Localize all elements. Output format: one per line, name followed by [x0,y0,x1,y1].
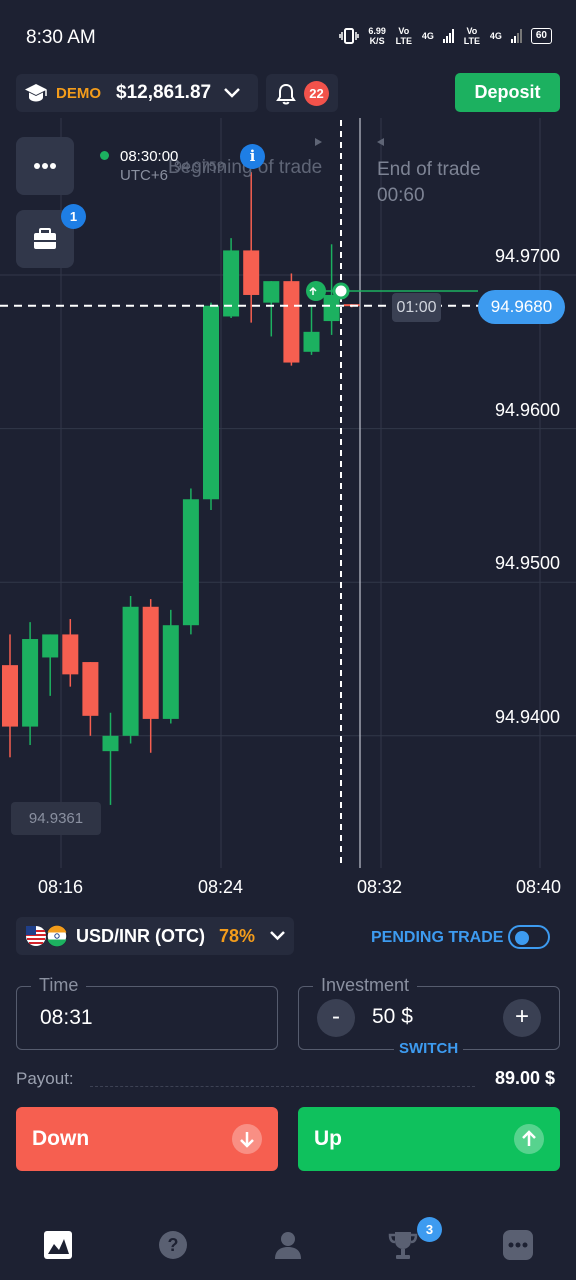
more-options-button[interactable] [16,137,74,195]
candle [203,305,219,500]
pending-trade-toggle[interactable] [508,925,550,949]
increase-investment-button[interactable]: + [503,999,541,1037]
live-dot-icon [100,151,109,160]
candle [42,634,59,658]
lowest-price-tag: 94.9361 [11,802,101,835]
arrow-down-icon [232,1124,262,1154]
current-price-tag: 94.9680 [478,290,565,324]
x-axis-label: 08:32 [357,877,403,897]
asset-payout-percent: 78% [219,926,256,946]
candle [82,662,99,716]
portfolio-button[interactable]: 1 [16,204,86,268]
candle [323,294,340,322]
x-axis-label: 08:40 [516,877,562,897]
marker-left-icon [377,138,384,146]
asset-name: USD/INR (OTC) [76,926,205,946]
candle [182,499,199,626]
candle [223,250,240,317]
candle [102,735,119,752]
more-icon[interactable] [502,1229,534,1261]
countdown-tag: 01:00 [392,293,441,322]
candle [283,281,300,363]
status-bar: 8:30 AM 6.99 K/S Vo LTE 4G Vo LTE 4G 60 [0,0,576,70]
y-axis-label: 94.9600 [495,400,561,420]
sim1-net: 4G [421,31,434,41]
trade-arrow-icon [309,286,317,295]
chevron-down-icon [270,931,285,941]
account-type: DEMO [56,84,101,102]
y-axis-label: 94.9400 [495,707,561,727]
beginning-of-trade-label: Beginning of trade [168,157,323,178]
currency-flags-icon [26,925,68,947]
candle [142,606,159,719]
time-field[interactable]: Time 08:31 [16,975,278,1050]
help-icon[interactable]: ? [157,1229,189,1261]
arrow-up-icon [514,1124,544,1154]
sim2-volte: Vo LTE [463,26,481,46]
account-balance: $12,861.87 [116,82,212,103]
down-button[interactable]: Down [16,1107,278,1171]
y-axis-label: 94.9700 [495,246,561,266]
x-axis-label: 08:24 [198,877,244,897]
investment-field-label: Investment [313,975,418,996]
profile-icon[interactable] [272,1229,304,1261]
trade-start-time: 08:30:00 UTC+6 [100,147,178,185]
switch-button[interactable]: SWITCH [394,1040,464,1057]
network-speed: 6.99 K/S [368,26,386,46]
candle [243,250,260,295]
asset-selector[interactable]: USD/INR (OTC) 78% [16,917,294,955]
notifications-button[interactable]: 22 [266,74,338,112]
investment-field[interactable]: Investment - 50 $ + SWITCH [298,975,560,1057]
candle [22,639,39,727]
briefcase-icon [34,228,56,249]
end-of-trade-label: End of trade 00:60 [377,159,481,206]
candle [122,606,139,736]
time-field-label: Time [31,975,87,996]
up-label: Up [314,1127,342,1150]
deposit-button[interactable]: Deposit [455,73,560,112]
bell-icon [276,83,296,105]
candle [162,625,179,719]
svg-text:?: ? [168,1235,179,1255]
vibrate-icon [339,28,360,44]
payout-label: Payout: [16,1069,74,1088]
ghost-price: 94.9759 [174,158,225,174]
x-axis-label: 08:16 [38,877,84,897]
portfolio-badge: 1 [61,204,86,229]
chevron-down-icon [224,88,240,98]
signal-icon [510,29,522,43]
payout-value: 89.00 $ [495,1068,556,1088]
graduation-cap-icon [25,84,47,102]
investment-value: 50 $ [372,1005,413,1028]
notifications-badge: 22 [304,81,329,106]
dots-icon [34,163,56,169]
candle [62,634,79,675]
info-icon[interactable]: i [240,144,265,169]
decrease-investment-button[interactable]: - [317,999,355,1037]
candle [303,331,320,352]
up-button[interactable]: Up [298,1107,560,1171]
battery-icon: 60 [530,28,552,44]
sim1-volte: Vo LTE [395,26,413,46]
bottom-nav: ? 3 [0,1205,576,1280]
signal-icon [442,29,454,43]
candle [263,281,280,303]
marker-right-icon [315,138,322,146]
time-value: 08:31 [40,1006,93,1029]
down-label: Down [32,1127,90,1150]
payout-divider [90,1086,475,1087]
account-selector[interactable]: DEMO $12,861.87 [16,74,258,112]
candle [2,665,18,727]
pending-trade-label: PENDING TRADE [371,929,504,946]
chart-icon[interactable] [42,1229,74,1261]
status-icons: 6.99 K/S Vo LTE 4G Vo LTE 4G 60 [339,26,552,46]
y-axis-label: 94.9500 [495,553,561,573]
trophy-icon[interactable] [387,1229,419,1261]
sim2-net: 4G [489,31,502,41]
tournaments-badge: 3 [417,1217,442,1242]
status-time: 8:30 AM [26,27,96,48]
price-chart[interactable] [0,0,576,910]
trade-point-icon [332,282,350,300]
